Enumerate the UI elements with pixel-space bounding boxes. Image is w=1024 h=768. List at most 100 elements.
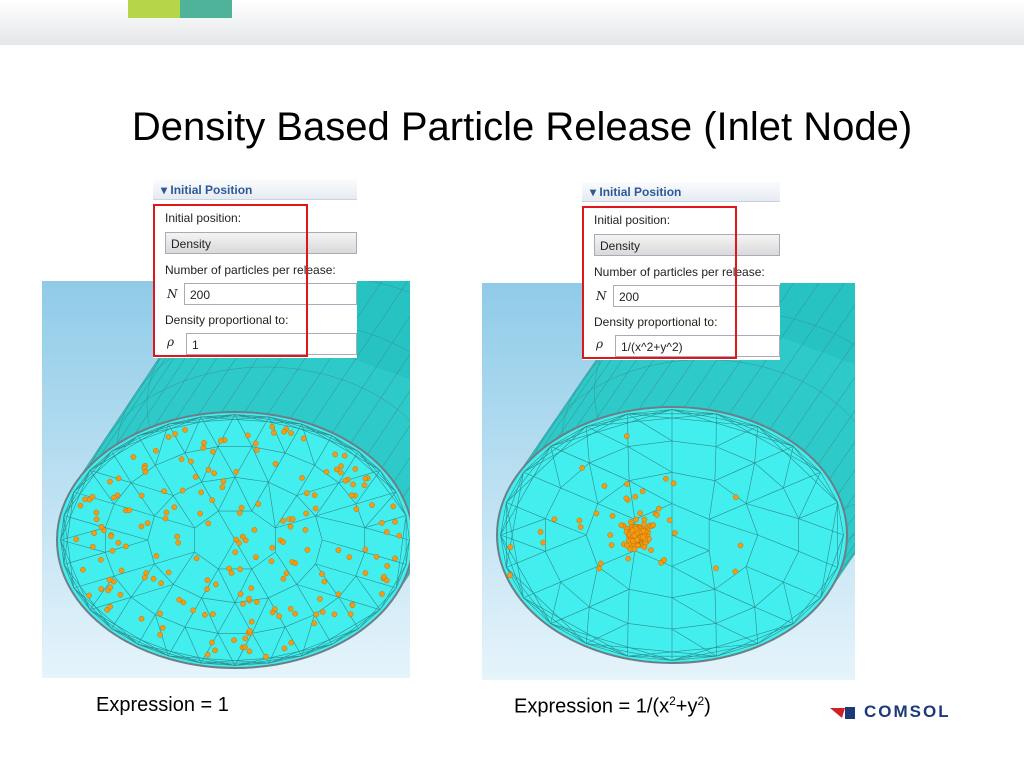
particle	[138, 492, 145, 499]
mesh-line	[111, 423, 169, 452]
particle	[217, 437, 224, 444]
text-input[interactable]: 1	[186, 333, 357, 355]
mesh-line	[671, 623, 717, 630]
mesh-line	[671, 623, 794, 661]
particle	[210, 448, 216, 455]
mesh-line	[331, 609, 381, 645]
mesh-line	[405, 515, 410, 541]
particle	[342, 477, 349, 484]
mesh-line	[634, 550, 673, 567]
mesh-line	[137, 423, 169, 436]
mesh-line	[381, 425, 410, 468]
particle	[609, 513, 616, 519]
mesh-line	[131, 584, 174, 598]
particle	[319, 609, 326, 615]
mesh-line	[628, 480, 673, 504]
mesh-line	[218, 568, 236, 603]
particle	[239, 533, 246, 540]
mesh-line	[545, 487, 561, 519]
particle	[287, 523, 294, 530]
particle	[93, 509, 100, 516]
mesh-line	[111, 628, 139, 645]
particle	[732, 568, 739, 575]
particle	[287, 605, 294, 612]
mesh-line	[523, 472, 561, 489]
mesh-line	[200, 416, 219, 447]
mesh-line	[63, 564, 75, 589]
particle	[255, 501, 262, 507]
mesh-line	[234, 414, 302, 425]
particle	[269, 423, 276, 430]
mesh-line	[217, 446, 236, 478]
mesh-line	[168, 416, 202, 425]
mesh-line	[63, 515, 106, 529]
mesh-line	[358, 587, 397, 629]
particle	[379, 520, 385, 526]
particle	[303, 510, 309, 517]
particle	[601, 483, 608, 489]
particle	[335, 591, 342, 598]
text-input[interactable]: 200	[613, 285, 780, 307]
mesh-line	[234, 477, 252, 512]
particle	[193, 555, 200, 562]
particle	[337, 469, 344, 476]
particle	[77, 502, 84, 509]
particle	[281, 428, 287, 435]
particle	[576, 517, 583, 524]
mesh-line	[201, 568, 219, 599]
particle	[292, 560, 299, 566]
mesh-line	[757, 534, 799, 552]
mesh-line	[550, 623, 587, 644]
mesh-line	[671, 643, 758, 661]
mesh-line	[846, 531, 855, 545]
mesh-line	[364, 515, 407, 529]
mesh-line	[184, 626, 202, 664]
mesh-line	[275, 495, 297, 529]
mesh-line	[131, 597, 156, 615]
particle	[362, 475, 369, 482]
particle	[91, 530, 97, 536]
section-header[interactable]: ▾ Initial Position	[582, 182, 780, 202]
particle	[93, 516, 100, 523]
mesh-line	[147, 539, 155, 565]
particle	[233, 536, 239, 543]
particle	[631, 546, 638, 553]
particle	[540, 539, 546, 546]
text-input[interactable]: 200	[184, 283, 357, 305]
mesh-line	[268, 655, 302, 664]
particle	[126, 507, 133, 514]
section-header[interactable]: ▾ Initial Position	[153, 180, 357, 200]
mesh-line	[137, 644, 169, 657]
mesh-line	[154, 563, 174, 585]
mesh-line	[586, 413, 628, 427]
dropdown[interactable]: Density	[594, 234, 780, 256]
mesh-line	[358, 609, 381, 629]
mesh-line	[597, 550, 635, 567]
particle	[384, 563, 391, 569]
mesh-line	[275, 515, 316, 529]
particle	[161, 488, 167, 495]
mesh-line	[284, 452, 315, 466]
dropdown[interactable]: Density	[165, 232, 357, 254]
mesh-line	[358, 451, 397, 493]
mesh-line	[251, 446, 269, 483]
mesh-line	[114, 503, 155, 517]
mesh-line	[804, 376, 855, 452]
caption-text: Expression = 1/(x	[514, 695, 670, 718]
mesh-line	[627, 413, 758, 427]
mesh-line	[89, 435, 139, 471]
mesh-line	[793, 446, 821, 473]
particle	[346, 554, 353, 560]
particle	[175, 539, 181, 546]
mesh-line	[331, 435, 397, 493]
text-input[interactable]: 1/(x^2+y^2)	[615, 335, 780, 357]
mesh-line	[338, 575, 357, 598]
mesh-line	[716, 413, 794, 447]
mesh-line	[671, 440, 717, 447]
logo-mark	[845, 707, 855, 719]
particle	[670, 480, 677, 487]
particle	[115, 539, 122, 546]
mesh-line	[105, 503, 115, 528]
particle	[204, 586, 210, 592]
mesh-line	[268, 626, 286, 664]
